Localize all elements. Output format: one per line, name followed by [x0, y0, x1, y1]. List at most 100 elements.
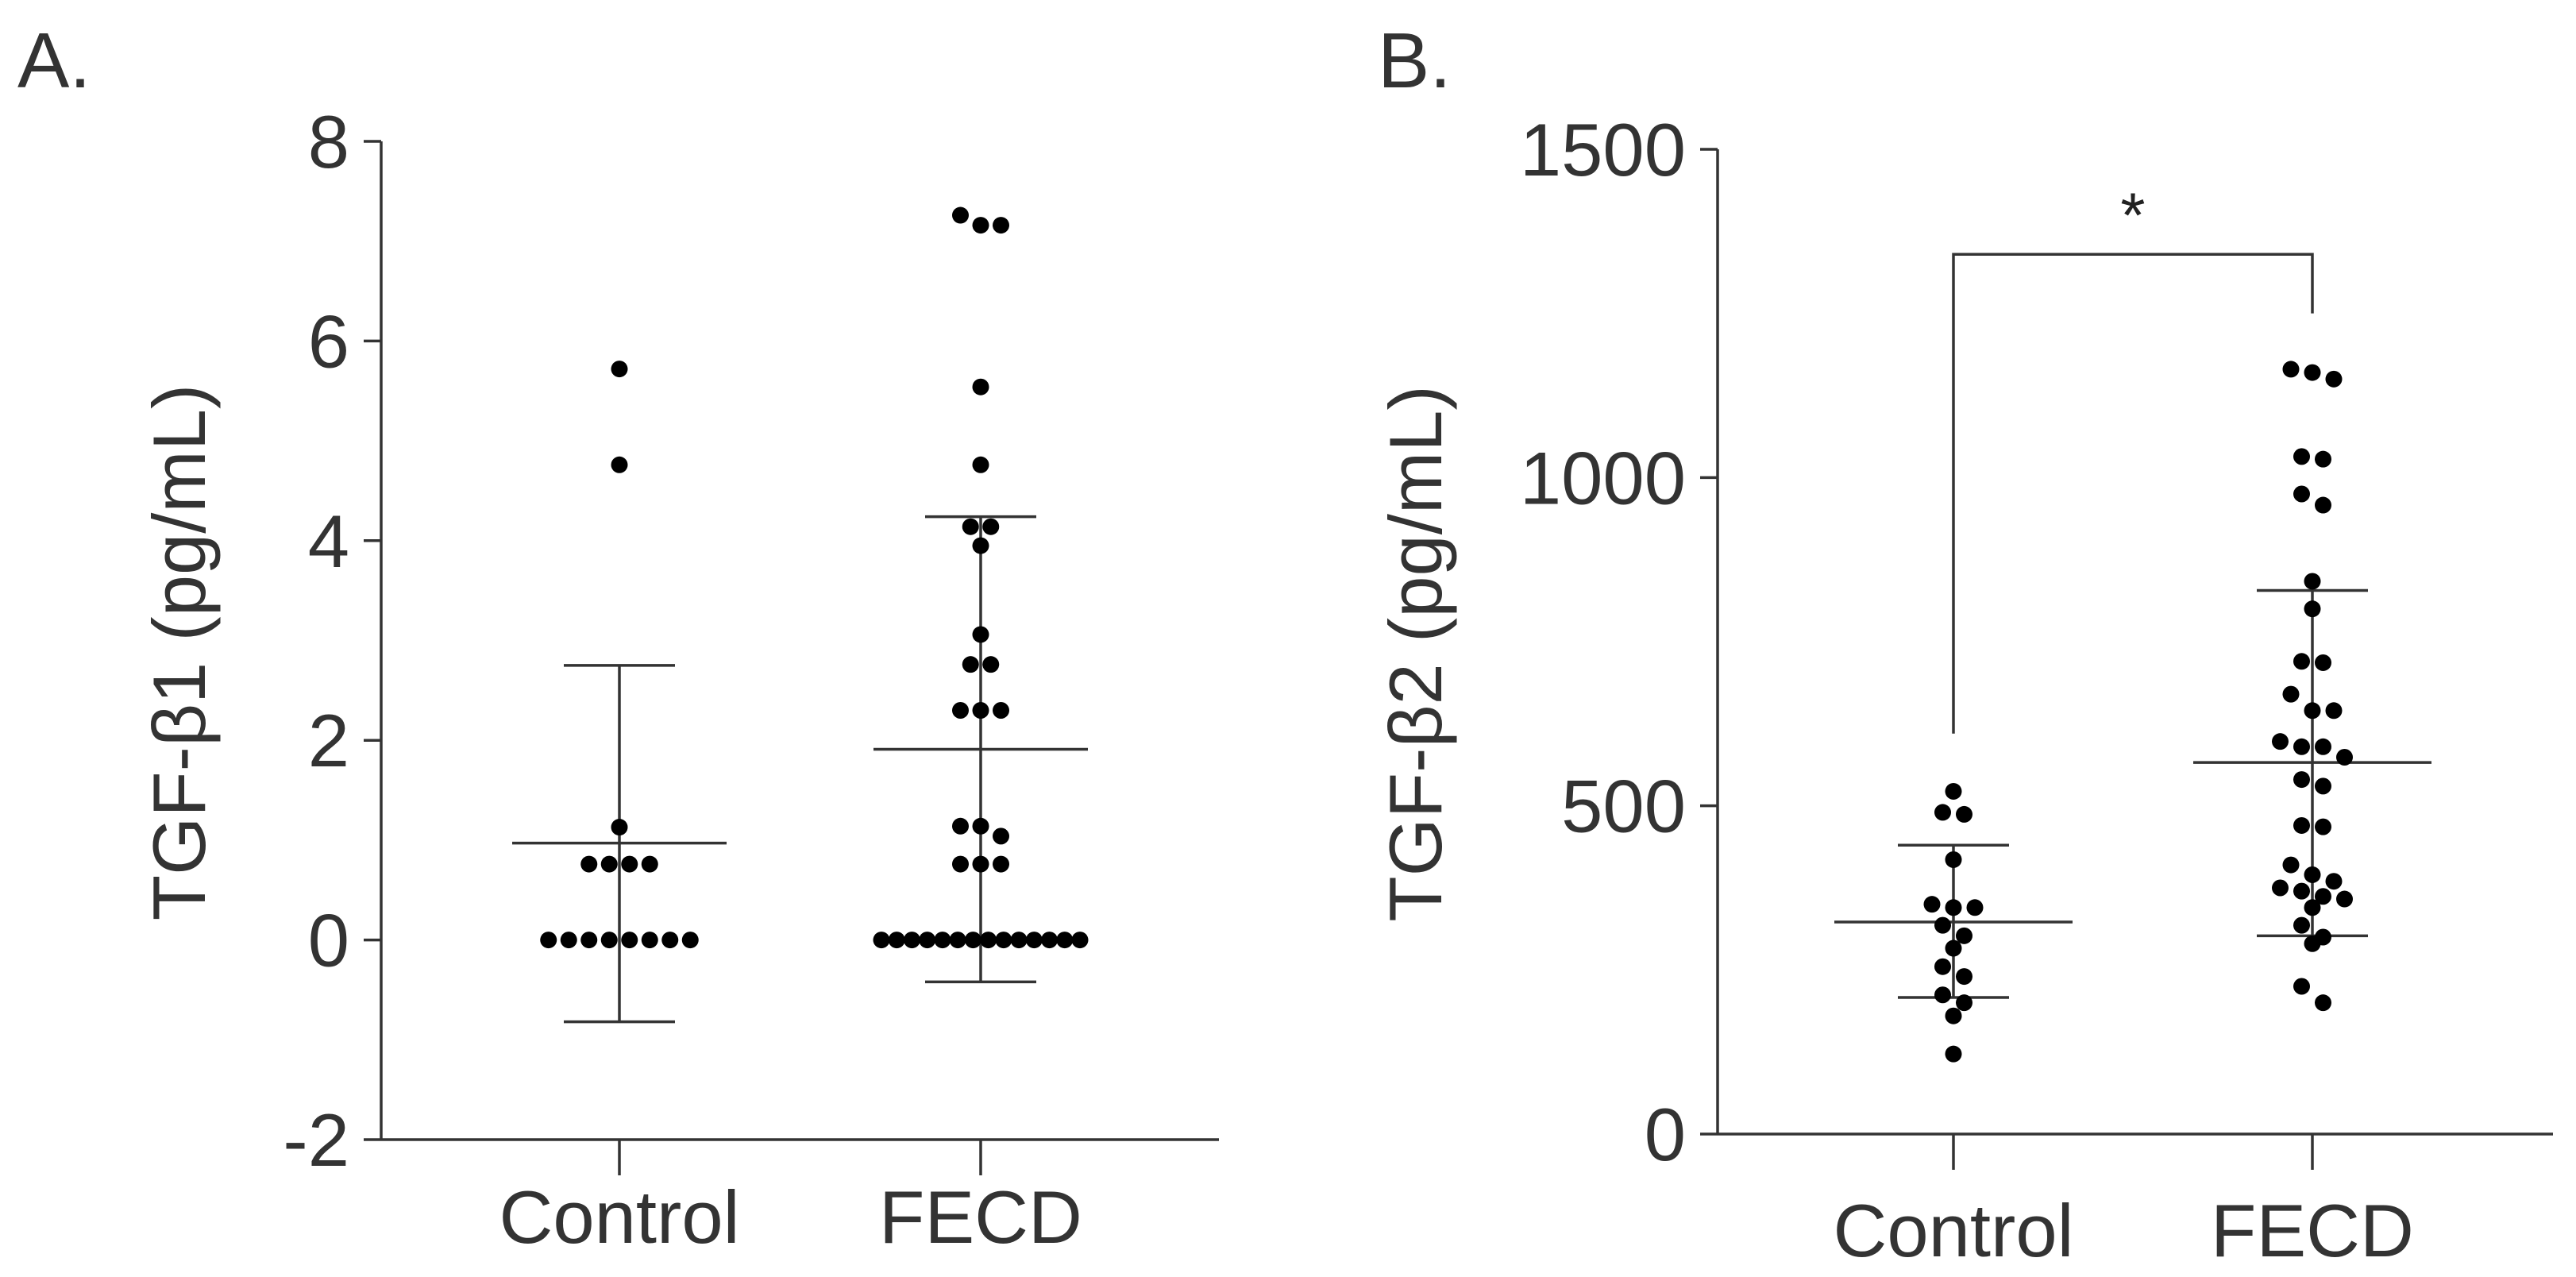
data-point — [2293, 978, 2310, 995]
data-point — [1956, 927, 1972, 944]
panel-b: B. TGF-β2 (pg/mL) 0 500 1000 1500 Control FE… — [1374, 17, 2553, 1272]
panel-b-significance: * — [1952, 179, 2314, 734]
data-point — [600, 932, 618, 949]
panel-a-x-ticks: Control FECD — [499, 1140, 1082, 1259]
data-point — [2304, 600, 2321, 618]
data-point — [2293, 882, 2310, 900]
data-point — [995, 932, 1012, 949]
data-point — [641, 932, 658, 949]
data-point — [972, 701, 989, 719]
data-point — [1934, 986, 1951, 1004]
data-point — [2336, 890, 2353, 908]
data-point — [2304, 573, 2321, 590]
data-point — [2282, 856, 2300, 874]
data-point — [560, 932, 577, 949]
data-point — [621, 932, 638, 949]
data-point — [919, 932, 936, 949]
data-point — [934, 932, 951, 949]
data-point — [1934, 916, 1951, 934]
y-tick-label: 4 — [308, 500, 349, 583]
data-point — [949, 932, 966, 949]
data-point — [2325, 873, 2343, 890]
data-point — [972, 378, 989, 395]
data-point — [1956, 968, 1972, 986]
data-point — [972, 817, 989, 835]
data-point — [993, 217, 1009, 234]
data-point — [1923, 896, 1941, 913]
data-point — [611, 819, 628, 836]
data-point — [952, 817, 969, 835]
data-point — [2304, 866, 2321, 883]
x-category-label: Control — [499, 1175, 739, 1259]
data-point — [681, 932, 699, 949]
panel-a-y-axis-title: TGF-β1 (pg/mL) — [137, 384, 221, 921]
data-point — [2336, 748, 2353, 766]
data-point — [2293, 771, 2310, 789]
data-point — [2304, 899, 2321, 916]
data-point — [1025, 932, 1043, 949]
data-point — [580, 932, 598, 949]
data-point — [2293, 738, 2310, 755]
data-point — [2304, 935, 2321, 952]
panel-b-y-ticks: 0 500 1000 1500 — [1520, 108, 1718, 1176]
panel-a-points — [540, 206, 1089, 949]
data-point — [1934, 804, 1951, 821]
y-tick-label: 500 — [1561, 765, 1686, 848]
data-point — [1071, 932, 1089, 949]
y-tick-label: 8 — [308, 100, 349, 183]
data-point — [952, 855, 969, 873]
x-category-label: FECD — [2211, 1189, 2414, 1272]
panel-b-label: B. — [1378, 17, 1452, 104]
data-point — [600, 855, 618, 873]
data-point — [2282, 685, 2300, 703]
panel-a-stats — [512, 515, 1088, 1024]
data-point — [1956, 994, 1972, 1012]
y-tick-label: 1000 — [1520, 436, 1686, 519]
data-point — [611, 361, 628, 378]
data-point — [2293, 653, 2310, 670]
data-point — [611, 456, 628, 473]
data-point — [2293, 448, 2310, 465]
data-point — [962, 518, 979, 535]
y-tick-label: 2 — [308, 699, 349, 782]
data-point — [993, 828, 1009, 845]
data-point — [993, 701, 1009, 719]
data-point — [972, 537, 989, 554]
data-point — [964, 932, 981, 949]
data-point — [1945, 899, 1962, 916]
data-point — [2304, 702, 2321, 720]
data-point — [2315, 496, 2331, 514]
data-point — [661, 932, 679, 949]
data-point — [2315, 450, 2331, 468]
data-point — [873, 932, 890, 949]
panel-b-x-ticks: Control FECD — [1833, 1134, 2414, 1272]
data-point — [952, 701, 969, 719]
y-tick-label: 0 — [1645, 1093, 1686, 1176]
data-point — [2315, 994, 2331, 1012]
data-point — [1934, 958, 1951, 975]
data-point — [580, 855, 598, 873]
data-point — [972, 855, 989, 873]
x-category-label: FECD — [879, 1175, 1082, 1259]
significance-bracket — [1952, 253, 2314, 734]
panel-a: A. TGF-β1 (pg/mL) -2 0 2 4 6 8 Control FECD — [17, 17, 1219, 1259]
data-point — [2315, 654, 2331, 671]
data-point — [980, 932, 997, 949]
panel-b-y-axis-title: TGF-β2 (pg/mL) — [1374, 385, 1457, 922]
data-point — [1945, 782, 1962, 800]
data-point — [2293, 916, 2310, 934]
data-point — [1966, 899, 1984, 916]
data-point — [972, 456, 989, 473]
panel-b-points — [1923, 361, 2353, 1063]
data-point — [2325, 702, 2343, 720]
data-point — [903, 932, 920, 949]
data-point — [2272, 733, 2289, 750]
panel-a-label: A. — [17, 17, 91, 104]
x-category-label: Control — [1833, 1189, 2073, 1272]
data-point — [952, 206, 969, 224]
y-tick-label: 1500 — [1520, 108, 1686, 191]
data-point — [621, 855, 638, 873]
data-point — [993, 855, 1009, 873]
data-point — [2293, 485, 2310, 503]
